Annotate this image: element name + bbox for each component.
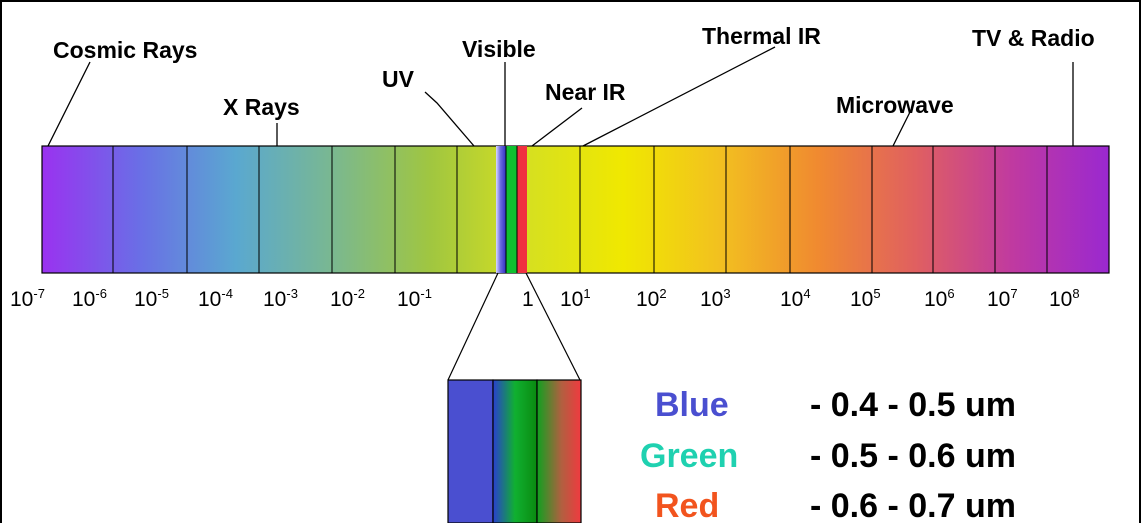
tick-label: 108 [1049, 286, 1080, 311]
legend-blue-name: Blue [655, 386, 729, 424]
tick-base: 10 [263, 288, 287, 311]
zoom-line-left [447, 272, 499, 381]
tick-exponent: 4 [803, 286, 811, 301]
thermal-ir-leader [582, 46, 776, 147]
tick-base: 1 [522, 288, 534, 311]
tick-base: 10 [330, 288, 354, 311]
tick-exponent: -2 [353, 286, 365, 301]
tick-base: 10 [72, 288, 96, 311]
tick-base: 10 [700, 288, 724, 311]
tick-label: 10-7 [10, 286, 45, 311]
label-uv: UV [382, 66, 414, 92]
spectrum-bar [41, 145, 1110, 274]
tick-base: 10 [560, 288, 584, 311]
cosmic-rays-leader [47, 61, 91, 147]
tick-exponent: 2 [659, 286, 667, 301]
legend-green-name: Green [640, 437, 739, 475]
tick-label: 107 [987, 286, 1018, 311]
tick-exponent: 8 [1072, 286, 1080, 301]
tick-exponent: -6 [95, 286, 107, 301]
inset-blue-band [447, 379, 494, 523]
visible-blue-strip [496, 146, 506, 273]
legend-green-range: - 0.5 - 0.6 um [810, 437, 1016, 475]
tick-base: 10 [10, 288, 34, 311]
tick-label: 102 [636, 286, 667, 311]
tick-label: 104 [780, 286, 811, 311]
inset-red-band [536, 379, 582, 523]
tick-label: 106 [924, 286, 955, 311]
label-thermal-ir: Thermal IR [702, 23, 821, 49]
uv-leader [424, 91, 475, 147]
tick-exponent: 6 [947, 286, 955, 301]
microwave-leader [892, 111, 911, 147]
tick-label: 101 [560, 286, 591, 311]
tick-exponent: -3 [286, 286, 298, 301]
tick-base: 10 [924, 288, 948, 311]
tick-exponent: -5 [157, 286, 169, 301]
tick-base: 10 [134, 288, 158, 311]
label-visible: Visible [462, 36, 536, 62]
tick-label: 10-1 [397, 286, 432, 311]
tick-base: 10 [1049, 288, 1073, 311]
tick-exponent: 1 [583, 286, 591, 301]
label-near-ir: Near IR [545, 79, 626, 105]
tick-base: 10 [397, 288, 421, 311]
tick-exponent: 7 [1010, 286, 1018, 301]
label-microwave: Microwave [836, 92, 954, 118]
tick-exponent: -7 [33, 286, 45, 301]
tick-label: 10-3 [263, 286, 298, 311]
visible-green-strip [506, 146, 517, 273]
tick-label: 10-5 [134, 286, 169, 311]
inset-green-band [492, 379, 538, 523]
tick-base: 10 [780, 288, 804, 311]
legend-red-name: Red [655, 487, 720, 525]
legend-red-range: - 0.6 - 0.7 um [810, 487, 1016, 525]
tick-label: 1 [522, 289, 534, 310]
label-cosmic-rays: Cosmic Rays [53, 37, 198, 63]
tick-exponent: -4 [221, 286, 233, 301]
tick-base: 10 [850, 288, 874, 311]
tick-base: 10 [636, 288, 660, 311]
spectrum-dividers [112, 146, 1048, 273]
tick-exponent: -1 [420, 286, 432, 301]
legend-blue-range: - 0.4 - 0.5 um [810, 386, 1016, 424]
tick-label: 10-6 [72, 286, 107, 311]
tick-label: 103 [700, 286, 731, 311]
label-tv-radio: TV & Radio [972, 25, 1095, 51]
tick-label: 10-4 [198, 286, 233, 311]
tick-exponent: 3 [723, 286, 731, 301]
tick-label: 105 [850, 286, 881, 311]
label-x-rays: X Rays [223, 94, 300, 120]
visible-red-strip [517, 146, 527, 273]
tick-base: 10 [198, 288, 222, 311]
near-ir-leader [531, 107, 583, 147]
tick-label: 10-2 [330, 286, 365, 311]
tick-base: 10 [987, 288, 1011, 311]
tick-exponent: 5 [873, 286, 881, 301]
zoom-line-right [525, 272, 581, 381]
